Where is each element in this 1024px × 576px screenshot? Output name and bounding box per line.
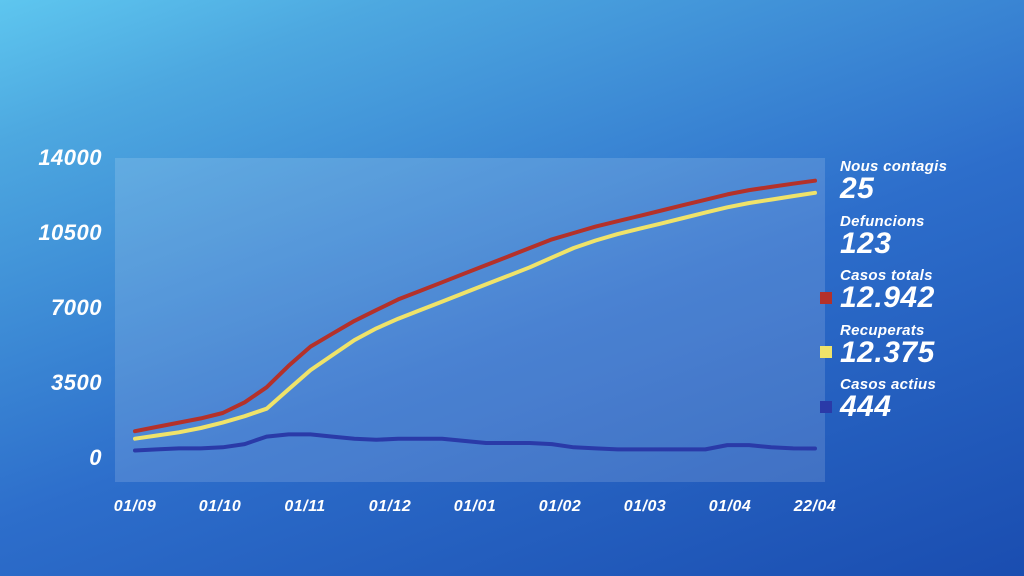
- legend-swatch-recuperats: [820, 346, 832, 358]
- y-tick-label: 0: [89, 445, 102, 471]
- y-tick-label: 10500: [38, 220, 102, 246]
- stat-number: 444: [840, 391, 892, 423]
- x-tick-label: 01/01: [454, 498, 497, 516]
- line-chart: [115, 150, 825, 490]
- x-tick-label: 01/09: [114, 498, 157, 516]
- x-tick-label: 01/02: [539, 498, 582, 516]
- x-tick-label: 01/04: [709, 498, 752, 516]
- stat-nous-contagis: Nous contagis 25: [840, 158, 1015, 205]
- x-tick-label: 01/03: [624, 498, 667, 516]
- stats-panel: Nous contagis 25 Defuncions 123 Casos to…: [840, 158, 1015, 431]
- stat-number: 12.375: [840, 337, 935, 369]
- x-tick-label: 01/12: [369, 498, 412, 516]
- stat-defuncions: Defuncions 123: [840, 213, 1015, 260]
- stat-value: 25: [840, 173, 1015, 205]
- x-tick-label: 22/04: [794, 498, 837, 516]
- y-axis-ticks: 0 3500 7000 10500 14000: [0, 144, 110, 484]
- y-tick-label: 3500: [51, 370, 102, 396]
- y-tick-label: 7000: [51, 295, 102, 321]
- series-casos_actius: [135, 434, 815, 450]
- stat-recuperats: Recuperats 12.375: [840, 322, 1015, 369]
- stat-value: 12.375: [840, 337, 1015, 369]
- stat-number: 12.942: [840, 282, 935, 314]
- stat-casos-actius: Casos actius 444: [840, 376, 1015, 423]
- legend-swatch-casos-totals: [820, 292, 832, 304]
- y-tick-label: 14000: [38, 145, 102, 171]
- stat-value: 12.942: [840, 282, 1015, 314]
- legend-swatch-casos-actius: [820, 401, 832, 413]
- x-tick-label: 01/11: [284, 498, 325, 516]
- series-recuperats: [135, 193, 815, 439]
- covid-dashboard: 0 3500 7000 10500 14000 01/09 01/10 01/11 01/12…: [0, 0, 1024, 576]
- x-tick-label: 01/10: [199, 498, 242, 516]
- series-casos_totals: [135, 181, 815, 432]
- stat-value: 123: [840, 228, 1015, 260]
- x-axis-ticks: 01/09 01/10 01/11 01/12 01/01 01/02 01/03 01/04…: [115, 498, 825, 528]
- stat-value: 444: [840, 391, 1015, 423]
- stat-casos-totals: Casos totals 12.942: [840, 267, 1015, 314]
